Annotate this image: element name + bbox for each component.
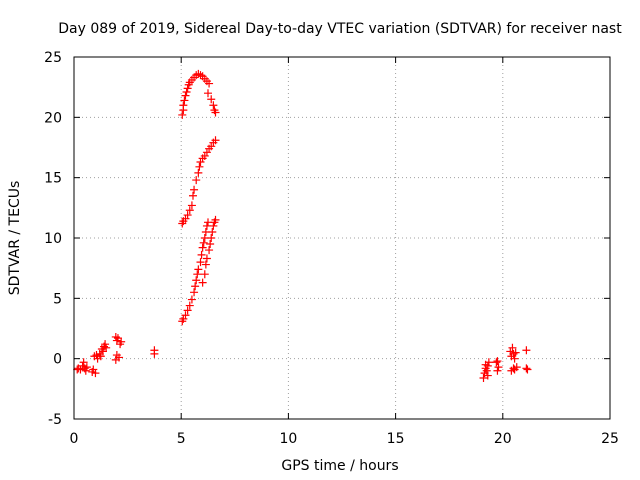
data-point-marker (493, 366, 502, 375)
data-point-marker (187, 201, 196, 210)
data-point-marker (209, 101, 218, 110)
data-point-marker (193, 270, 202, 279)
y-tick-label: 0 (53, 352, 62, 368)
data-point-marker (198, 243, 207, 252)
data-point-marker (510, 354, 519, 363)
data-point-marker (494, 363, 503, 372)
data-point-marker (211, 136, 220, 145)
data-point-marker (201, 260, 210, 269)
data-point-marker (82, 363, 91, 372)
data-point-marker (181, 311, 190, 320)
data-point-marker (197, 250, 206, 259)
data-point-marker (522, 364, 531, 373)
data-point-marker (185, 206, 194, 215)
data-point-marker (192, 276, 201, 285)
data-point-marker (117, 337, 126, 346)
y-tick-label: 25 (44, 50, 62, 66)
data-point-marker (208, 227, 217, 236)
data-point-marker (96, 352, 105, 361)
x-tick-label: 20 (494, 431, 512, 447)
data-point-marker (102, 343, 111, 352)
data-point-marker (101, 340, 110, 349)
y-tick-label: 10 (44, 231, 62, 247)
data-point-marker (482, 366, 491, 375)
data-point-marker (178, 110, 187, 119)
data-point-marker (81, 366, 90, 375)
data-point-marker (187, 295, 196, 304)
data-point-marker (206, 240, 215, 249)
data-point-marker (483, 371, 492, 380)
data-point-marker (207, 234, 216, 242)
data-point-marker (205, 246, 214, 255)
data-point-marker (483, 361, 492, 370)
data-point-marker (523, 365, 532, 374)
data-point-marker (191, 282, 200, 291)
data-point-marker (194, 168, 203, 177)
data-point-marker (209, 221, 218, 230)
data-point-marker (194, 265, 203, 274)
data-point-marker (183, 211, 192, 220)
y-tick-label: 5 (53, 291, 62, 307)
y-tick-label: 15 (44, 171, 62, 187)
data-point-marker (150, 346, 159, 355)
x-tick-label: 15 (387, 431, 405, 447)
data-point-marker (205, 79, 214, 88)
data-point-marker (211, 108, 220, 117)
data-point-marker (199, 238, 208, 247)
data-point-marker (493, 357, 502, 366)
data-point-marker (182, 87, 191, 96)
data-point-marker (196, 258, 205, 267)
data-point-marker (204, 89, 212, 98)
data-point-marker (188, 191, 197, 200)
data-point-marker (200, 270, 209, 279)
data-point-marker (190, 185, 199, 194)
data-point-marker (484, 358, 493, 367)
data-point-marker (181, 91, 190, 100)
data-point-marker (185, 301, 194, 310)
data-point-marker (111, 355, 120, 364)
axis-ticks: 0 5 10 15 20 25 -5 0 5 10 15 20 25 (44, 50, 619, 447)
data-point-marker (511, 348, 520, 357)
y-tick-label: 20 (44, 110, 62, 126)
data-point-marker (508, 343, 517, 352)
x-tick-label: 5 (177, 431, 186, 447)
data-point-marker (180, 96, 189, 105)
y-axis-label: SDTVAR / TECUs (7, 181, 23, 296)
x-tick-label: 0 (70, 431, 79, 447)
y-tick-label: -5 (48, 412, 62, 428)
data-point-marker (195, 162, 204, 171)
grid-lines (74, 57, 610, 419)
data-point-marker (202, 254, 211, 263)
x-axis-label: GPS time / hours (281, 458, 398, 474)
data-point-marker (192, 176, 201, 185)
x-tick-label: 10 (279, 431, 297, 447)
data-point-marker (179, 101, 188, 110)
data-point-marker (190, 288, 199, 297)
data-point-marker (91, 369, 100, 378)
data-point-marker (492, 358, 501, 367)
data-point-marker (183, 84, 192, 93)
x-tick-label: 25 (601, 431, 619, 447)
data-points (73, 69, 532, 382)
data-point-marker (211, 215, 220, 224)
data-point-marker (198, 278, 207, 287)
chart-title: Day 089 of 2019, Sidereal Day-to-day VTE… (58, 21, 622, 37)
data-point-marker (512, 363, 521, 372)
data-point-marker (183, 306, 192, 315)
data-point-marker (479, 373, 488, 382)
data-point-marker (207, 95, 216, 104)
data-point-marker (79, 358, 88, 367)
data-point-marker (522, 346, 531, 355)
